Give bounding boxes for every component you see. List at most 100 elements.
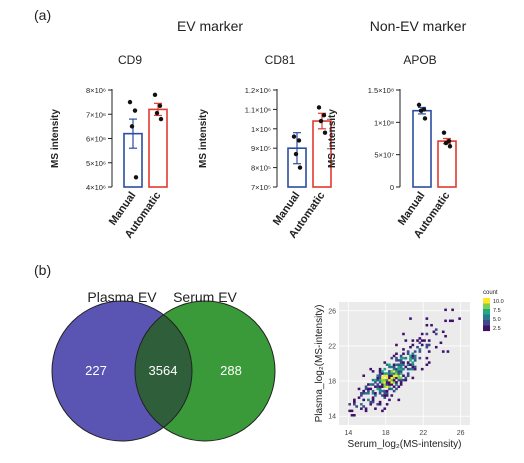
density-bin (402, 361, 405, 364)
density-bin (374, 394, 377, 397)
density-bin (395, 359, 398, 362)
density-bin (444, 334, 447, 338)
cd9-title: CD9 (118, 53, 142, 67)
density-bin (448, 319, 452, 323)
density-bin (397, 398, 401, 402)
density-bin (385, 394, 389, 397)
cd9-data-point (132, 108, 138, 113)
density-bin (388, 378, 391, 382)
density-bin (418, 350, 422, 353)
density-bin (409, 345, 412, 349)
density-bin (392, 372, 396, 375)
apob-title: APOB (403, 53, 436, 67)
density-bin (381, 385, 384, 388)
density-bin (367, 383, 370, 386)
density-bin (423, 339, 426, 342)
density-bin (378, 389, 382, 393)
density-bin (425, 345, 429, 349)
density-bin (402, 374, 405, 377)
density-bin (378, 372, 382, 375)
serum-ev-label: Serum EV (173, 289, 237, 305)
density-bin (399, 359, 403, 362)
density-bin (395, 352, 398, 356)
density-bin (383, 389, 387, 393)
density-bin (390, 370, 394, 373)
density-bin (402, 378, 405, 382)
density-bin (418, 356, 422, 360)
density-bin (390, 383, 394, 386)
density-bin (397, 385, 401, 388)
density-bin (420, 332, 424, 336)
density-bin (392, 374, 396, 377)
apob-data-point (443, 140, 449, 146)
cd9-y-tick-label: 4×10⁶ (86, 183, 106, 192)
density-bin (385, 381, 389, 384)
density-bin (376, 378, 380, 382)
density-bin (406, 363, 410, 366)
density-bin (411, 354, 415, 358)
density-bin (399, 378, 403, 382)
density-bin (427, 339, 431, 342)
cd81-y-tick-label: 9×10⁵ (251, 144, 271, 153)
apob-data-point (447, 144, 453, 149)
density-bin (383, 385, 387, 388)
density-legend-title: count (483, 290, 498, 296)
density-bin (385, 374, 389, 377)
density-bin (411, 376, 415, 380)
serum-only-count: 288 (220, 363, 242, 378)
density-bin (392, 367, 396, 371)
cd9-data-point (158, 116, 164, 122)
density-bin (353, 400, 356, 404)
density-bin (388, 383, 391, 386)
density-bin (425, 356, 429, 360)
density-bin (371, 396, 375, 399)
density-bin (381, 370, 384, 373)
density-legend-swatch (483, 303, 490, 310)
density-bin (371, 398, 375, 402)
density-bin (418, 341, 422, 345)
density-bin (376, 376, 380, 380)
density-bin (371, 400, 375, 404)
density-bin (397, 365, 401, 369)
cd81-data-point (291, 134, 297, 139)
density-bin (395, 387, 398, 391)
density-legend-tick-label: 2.5 (493, 326, 501, 332)
density-bin (383, 383, 387, 386)
cd9-data-point (157, 103, 163, 108)
density-bin (413, 356, 417, 360)
density-bin (411, 367, 415, 371)
density-bin (399, 367, 403, 371)
density-bin (434, 332, 438, 336)
density-legend-swatch (483, 298, 490, 304)
density-bin (383, 396, 387, 399)
density-bin (397, 372, 401, 375)
density-bin (367, 392, 370, 395)
density-bin (404, 339, 408, 342)
density-bin (395, 372, 398, 375)
density-bin (353, 403, 356, 406)
cd9-y-tick-label: 7×10⁶ (86, 110, 106, 119)
density-bin (402, 332, 405, 336)
density-bin (383, 394, 387, 397)
density-bin (411, 361, 415, 364)
cd9-y-axis-label: MS intensity (50, 109, 61, 168)
density-bin (378, 378, 382, 382)
density-bin (388, 385, 391, 388)
cd9-y-tick-label: 8×10⁶ (86, 86, 106, 95)
cd81-y-tick-label: 1.2×10⁶ (245, 86, 271, 95)
serum-ev-outline (134, 300, 276, 442)
density-bin (392, 370, 396, 373)
cd9-y-tick-label: 5×10⁶ (86, 159, 106, 168)
density-bin (416, 339, 419, 342)
density-bin (402, 363, 405, 366)
density-bin (399, 383, 403, 386)
density-bin (371, 370, 375, 373)
density-bin (397, 374, 401, 377)
density-bin (404, 356, 408, 360)
density-bin (397, 370, 401, 373)
overlap-count: 3564 (149, 363, 178, 378)
density-bin (376, 387, 380, 391)
density-bin (402, 352, 405, 356)
